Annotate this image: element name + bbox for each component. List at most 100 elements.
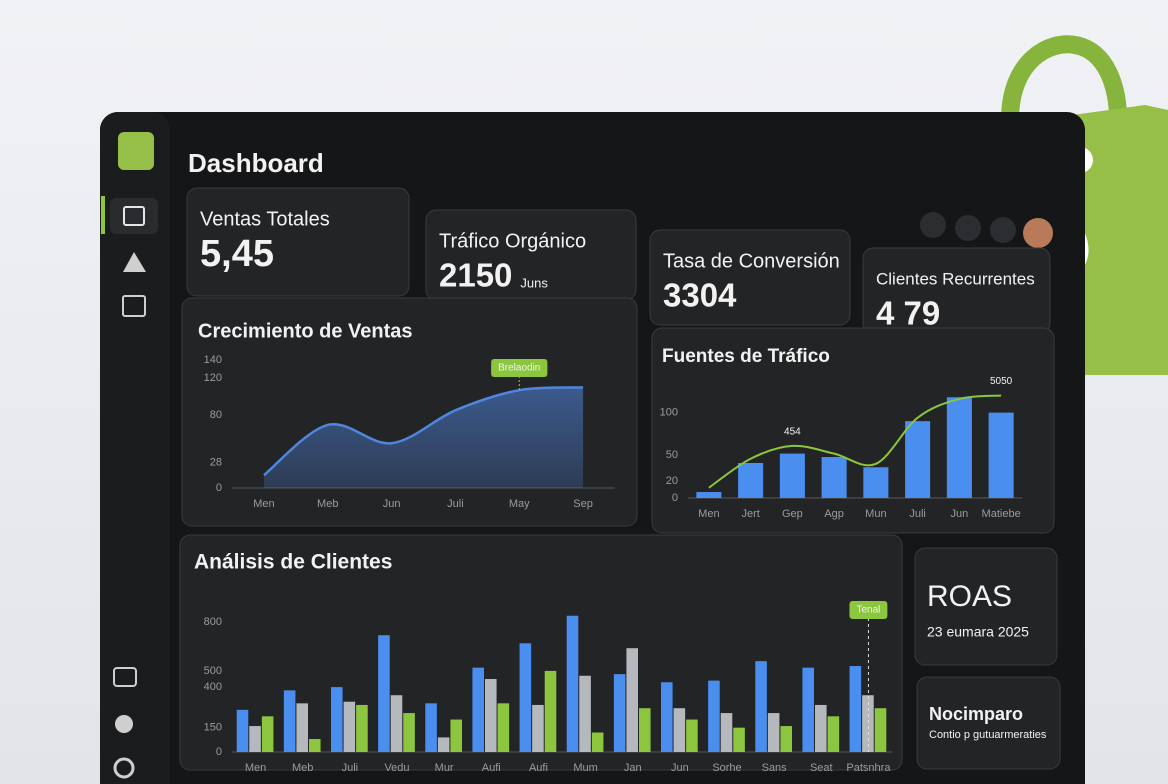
bar xyxy=(780,726,792,752)
x-tick-label: Jan xyxy=(624,762,642,774)
trend-line xyxy=(708,394,1002,489)
x-tick-label: Jert xyxy=(741,508,759,520)
x-tick-label: Juli xyxy=(909,508,926,520)
annotation: Brelaodin xyxy=(498,363,540,374)
y-tick-label: 50 xyxy=(666,449,678,461)
x-tick-label: Sep xyxy=(573,498,593,510)
x-tick-label: Mum xyxy=(573,762,597,774)
bar xyxy=(849,666,862,752)
kpi-value: 3304 xyxy=(663,277,737,314)
bar xyxy=(863,467,889,498)
bar xyxy=(779,453,805,498)
card-title: ROAS xyxy=(927,580,1012,613)
bar xyxy=(591,732,604,752)
y-tick-label: 800 xyxy=(204,616,222,628)
x-tick-label: Sans xyxy=(762,762,788,774)
y-tick-label: 100 xyxy=(660,407,678,419)
annotation-badge xyxy=(491,359,548,377)
annotation: 5050 xyxy=(990,376,1013,387)
area xyxy=(263,387,584,488)
area-line xyxy=(263,386,584,477)
avatar[interactable] xyxy=(1023,218,1053,248)
x-tick-label: Vedu xyxy=(384,762,409,774)
bar xyxy=(874,708,887,752)
chart-title: Fuentes de Tráfico xyxy=(662,346,830,367)
kpi-card xyxy=(649,229,851,326)
y-tick-label: 140 xyxy=(204,354,222,366)
sidebar-icons xyxy=(101,132,158,779)
chart-title: Crecimiento de Ventas xyxy=(198,320,413,342)
bar xyxy=(767,713,780,752)
bar xyxy=(390,695,403,752)
bar xyxy=(708,680,720,752)
page-title: Dashboard xyxy=(188,148,324,178)
x-tick-label: Patsnhra xyxy=(846,762,891,774)
x-tick-label: Aufi xyxy=(529,762,548,774)
y-tick-label: 500 xyxy=(204,665,222,677)
nav-icon[interactable] xyxy=(115,715,133,733)
kpi-value: 4 79 xyxy=(876,295,940,332)
x-tick-label: Jun xyxy=(951,508,969,520)
bar xyxy=(696,492,722,498)
kpi-label: Tráfico Orgánico xyxy=(439,230,586,252)
y-tick-label: 0 xyxy=(216,482,222,494)
kpi-label: Tasa de Conversión xyxy=(663,250,840,272)
bar xyxy=(579,675,591,752)
bar xyxy=(821,457,847,498)
bar xyxy=(249,726,261,752)
bar xyxy=(296,703,308,752)
y-tick-label: 20 xyxy=(666,475,678,487)
y-tick-label: 28 xyxy=(210,456,222,468)
x-tick-label: Agp xyxy=(824,508,844,520)
x-tick-label: Matiebe xyxy=(982,508,1021,520)
bar xyxy=(236,709,249,752)
info-card xyxy=(914,547,1058,666)
nav-icon[interactable] xyxy=(123,252,146,272)
bar xyxy=(661,682,673,752)
x-tick-label: Jun xyxy=(671,762,689,774)
bar xyxy=(472,667,484,752)
logo-icon xyxy=(118,132,154,170)
bar xyxy=(283,690,296,752)
kpi-card xyxy=(186,187,410,297)
card-subtitle: 23 eumara 2025 xyxy=(927,624,1029,640)
x-tick-label: Seat xyxy=(810,762,833,774)
annotation-badge xyxy=(849,601,888,619)
x-tick-label: Mun xyxy=(865,508,886,520)
bar xyxy=(738,462,764,498)
toolbar-button[interactable] xyxy=(990,217,1016,243)
bar xyxy=(519,643,532,752)
nav-icon[interactable] xyxy=(122,295,146,317)
bar xyxy=(639,708,651,752)
bar xyxy=(544,670,557,752)
bar xyxy=(613,674,626,752)
x-tick-label: Men xyxy=(245,762,266,774)
kpi-label: Ventas Totales xyxy=(200,208,330,230)
toolbar-button[interactable] xyxy=(955,215,981,241)
toolbar-button[interactable] xyxy=(920,212,946,238)
y-tick-label: 120 xyxy=(204,372,222,384)
y-tick-label: 0 xyxy=(216,746,222,758)
annotation: Tenal xyxy=(856,605,880,616)
bar xyxy=(626,648,638,752)
bar xyxy=(905,421,931,498)
x-tick-label: Mur xyxy=(435,762,454,774)
nav-icon[interactable] xyxy=(113,667,137,687)
bar xyxy=(532,704,544,752)
bar xyxy=(988,412,1014,498)
bar xyxy=(309,739,321,752)
bar xyxy=(485,679,497,752)
bar xyxy=(815,704,827,752)
sidebar xyxy=(100,112,170,784)
nav-icon[interactable] xyxy=(113,757,135,779)
kpi-value: 5,45 xyxy=(200,233,274,275)
bar xyxy=(755,661,767,752)
y-tick-label: 400 xyxy=(204,681,222,693)
annotation: 454 xyxy=(784,427,801,438)
x-tick-label: Juli xyxy=(447,498,464,510)
bar xyxy=(946,397,972,498)
nav-icon[interactable] xyxy=(123,206,145,226)
bar xyxy=(720,713,733,752)
nav-item[interactable] xyxy=(110,198,158,234)
